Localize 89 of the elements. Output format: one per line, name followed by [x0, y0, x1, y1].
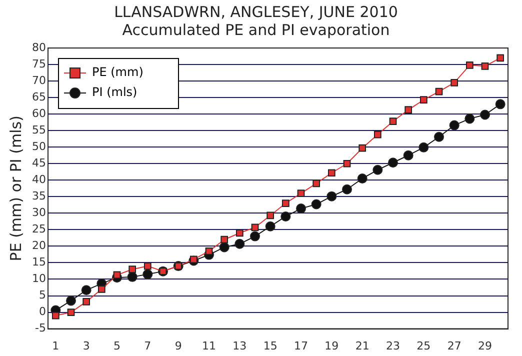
point: [66, 296, 76, 306]
y-tick-label: 40: [32, 173, 46, 186]
point: [342, 184, 352, 194]
point: [326, 191, 337, 202]
x-tick-label: 27: [447, 339, 462, 352]
point: [142, 269, 153, 280]
y-tick-label: 30: [32, 206, 46, 220]
point: [113, 271, 121, 279]
point: [466, 61, 474, 69]
y-tick-label: 0: [38, 305, 46, 318]
point: [311, 199, 322, 210]
legend-label: PE (mm): [92, 65, 144, 80]
x-tick-label: 7: [144, 339, 152, 352]
point: [450, 79, 458, 86]
point: [403, 150, 414, 160]
point: [389, 118, 397, 126]
x-tick-label: 9: [174, 339, 182, 352]
point: [420, 96, 428, 104]
point: [480, 110, 490, 120]
point: [343, 160, 351, 168]
point: [265, 221, 276, 232]
x-tick-label: 19: [324, 339, 339, 352]
point: [404, 106, 412, 114]
y-tick-label: -5: [35, 322, 46, 335]
point: [374, 130, 382, 138]
point: [205, 247, 213, 255]
y-tick-label: 20: [32, 239, 46, 252]
x-tick-label: 23: [386, 339, 400, 352]
point: [357, 173, 368, 184]
point: [251, 224, 259, 232]
point: [144, 262, 152, 270]
y-tick-label: 70: [32, 74, 46, 87]
point: [481, 62, 489, 70]
point: [372, 164, 383, 175]
point: [297, 190, 305, 198]
y-tick-label: 60: [32, 106, 46, 120]
point: [98, 285, 106, 293]
y-axis-title: PE (mm) or PI (mls): [6, 116, 25, 262]
point: [220, 236, 228, 244]
legend-label: PI (mls): [92, 85, 138, 100]
y-tick-label: 5: [38, 288, 46, 302]
y-tick-label: 25: [32, 222, 46, 236]
point: [234, 238, 245, 249]
point: [266, 212, 274, 220]
x-tick-label: 11: [202, 339, 216, 352]
point: [358, 144, 366, 152]
chart-subtitle: Accumulated PE and PI evaporation: [122, 20, 390, 39]
point: [67, 308, 75, 316]
point: [328, 169, 336, 177]
point: [236, 229, 244, 237]
chart-title: LLANSADWRN, ANGLESEY, JUNE 2010: [114, 2, 398, 21]
y-tick-label: 45: [32, 156, 46, 170]
x-tick-label: 15: [263, 339, 278, 352]
x-tick-label: 25: [416, 339, 431, 352]
point: [418, 142, 429, 152]
point: [81, 285, 92, 296]
point: [296, 204, 306, 214]
y-tick-label: 50: [32, 140, 46, 153]
point: [52, 312, 60, 320]
x-tick-label: 29: [478, 339, 492, 352]
x-tick-label: 5: [114, 339, 120, 352]
x-tick-label: 13: [232, 339, 247, 352]
y-tick-label: 10: [32, 272, 46, 286]
point: [434, 132, 444, 142]
point: [280, 211, 291, 222]
point: [282, 200, 290, 207]
y-tick-label: 65: [32, 90, 46, 104]
point: [190, 256, 198, 264]
point: [496, 54, 504, 62]
y-tick-label: 15: [32, 256, 46, 269]
x-tick-label: 1: [52, 339, 60, 352]
point: [127, 272, 138, 282]
point: [388, 158, 398, 168]
point: [82, 298, 90, 306]
x-tick-label: 21: [355, 339, 370, 352]
point: [128, 266, 136, 274]
y-tick-label: 80: [32, 40, 46, 54]
point: [464, 114, 475, 124]
y-tick-label: 75: [32, 57, 46, 70]
point: [219, 242, 230, 252]
x-tick-label: 3: [82, 339, 90, 352]
y-tick-label: 35: [32, 190, 46, 203]
y-tick-label: 55: [32, 123, 46, 136]
point: [250, 231, 260, 242]
x-tick-label: 17: [294, 339, 308, 352]
point: [312, 180, 320, 188]
point: [435, 88, 443, 96]
point: [449, 120, 460, 130]
point: [495, 99, 506, 110]
